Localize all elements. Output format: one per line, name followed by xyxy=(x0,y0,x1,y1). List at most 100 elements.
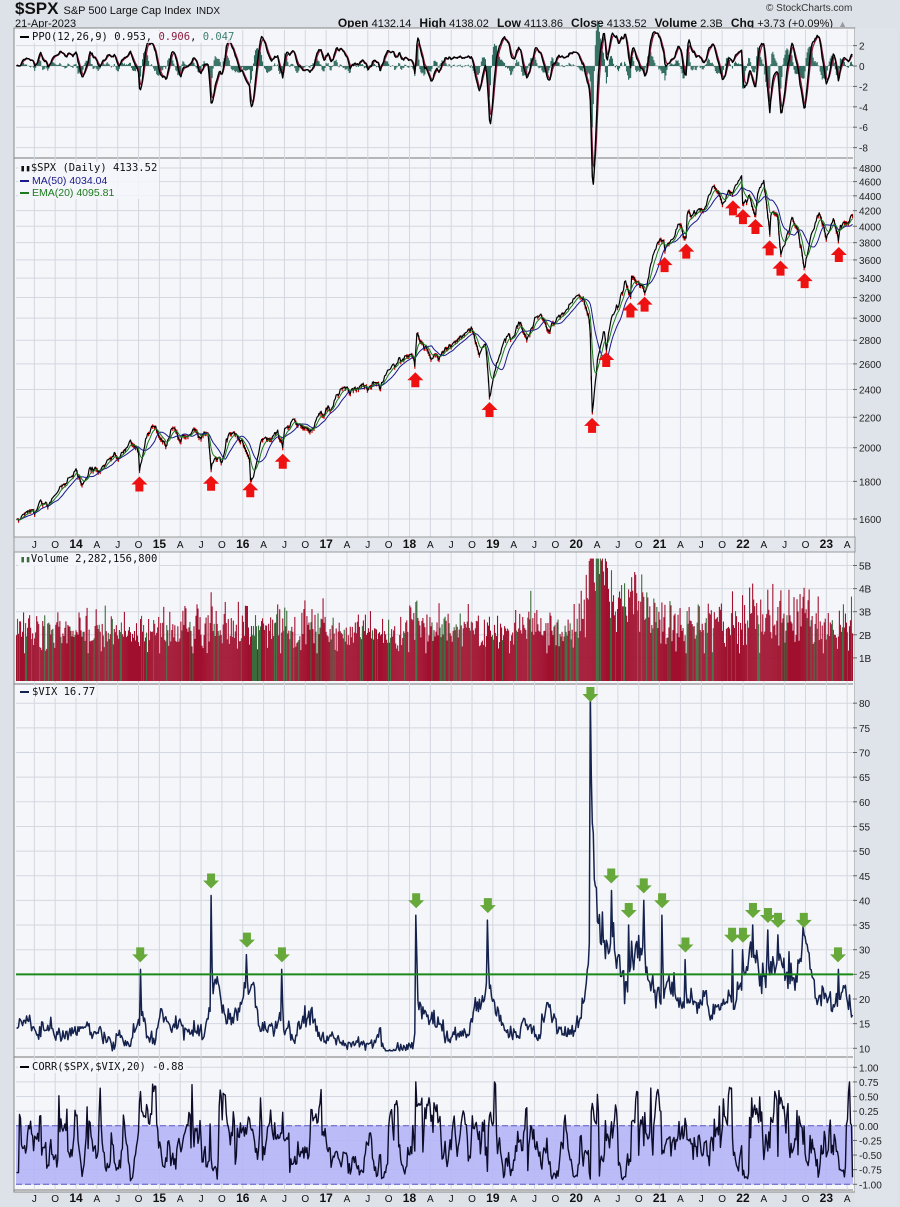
candle-icon: ▮▮ xyxy=(20,164,31,174)
collapse-arrow-icon[interactable]: ▲ xyxy=(838,19,847,29)
ohlc-summary: Open 4132.14 High 4138.02 Low 4113.86 Cl… xyxy=(338,17,852,30)
ppo-value: 0.953 xyxy=(114,31,146,43)
vix-tick-label: 20 xyxy=(859,995,871,1006)
x-axis-label-bottom: 14 xyxy=(69,1191,83,1205)
x-axis-label: J xyxy=(615,540,620,551)
vix-swatch xyxy=(20,691,29,693)
support-up-arrow xyxy=(747,218,764,234)
x-axis-label: A xyxy=(177,540,184,551)
price-legend: ▮▮$SPX (Daily) 4133.52 MA(50) 4034.04 EM… xyxy=(18,162,160,199)
price-tick-label: 3000 xyxy=(859,314,882,325)
x-axis-label: J xyxy=(782,540,787,551)
corr-tick-label: 0.00 xyxy=(859,1122,879,1133)
x-axis-label-bottom: J xyxy=(699,1194,704,1205)
x-axis-label-bottom: O xyxy=(718,1194,726,1205)
plot-area xyxy=(13,27,856,1193)
corr-line xyxy=(16,1081,854,1182)
price-tick-label: 3200 xyxy=(859,294,882,305)
x-axis-label: A xyxy=(94,540,101,551)
x-axis-label-bottom: 16 xyxy=(236,1191,250,1205)
corr-tick-label: 0.50 xyxy=(859,1093,879,1104)
x-axis-label: J xyxy=(32,540,37,551)
x-axis-label-bottom: 22 xyxy=(736,1191,750,1205)
ma-label: MA(50) 4034.04 xyxy=(32,175,108,187)
x-axis-label-bottom: A xyxy=(760,1194,767,1205)
vix-spike-down-arrow xyxy=(635,878,652,894)
x-axis-label-bottom: O xyxy=(468,1194,476,1205)
x-axis-label-bottom: A xyxy=(677,1194,684,1205)
support-up-arrow xyxy=(274,453,291,469)
support-up-arrow xyxy=(584,417,601,433)
price-tick-label: 1800 xyxy=(859,477,882,488)
price-tick-label: 3400 xyxy=(859,274,882,285)
x-axis-label: J xyxy=(699,540,704,551)
x-axis-label-bottom: 23 xyxy=(820,1191,834,1205)
x-axis-label-bottom: O xyxy=(135,1194,143,1205)
x-axis-label: 14 xyxy=(69,537,83,551)
x-axis-label: J xyxy=(532,540,537,551)
price-tick-label: 2000 xyxy=(859,444,882,455)
x-axis-label: 19 xyxy=(486,537,500,551)
security-name: S&P 500 Large Cap Index xyxy=(63,5,192,17)
vix-tick-label: 15 xyxy=(859,1020,871,1031)
x-axis-label: 20 xyxy=(570,537,584,551)
vix-spike-down-arrow xyxy=(132,947,149,963)
ema-label: EMA(20) 4095.81 xyxy=(32,187,115,199)
x-axis-label-bottom: 19 xyxy=(486,1191,500,1205)
header-title-row: $SPX S&P 500 Large Cap Index INDX xyxy=(15,0,220,17)
vix-tick-label: 75 xyxy=(859,724,871,735)
x-axis-label: 21 xyxy=(653,537,667,551)
x-axis-label-bottom: O xyxy=(218,1194,226,1205)
chg-value: +3.73 (+0.09%) xyxy=(757,18,834,30)
vol-tick-label: 1B xyxy=(859,654,872,665)
right-axis-area xyxy=(855,28,897,1206)
corr-tick-label: -0.25 xyxy=(859,1136,882,1147)
ppo-legend: PPO(12,26,9) 0.953, 0.906, 0.047 xyxy=(18,31,237,43)
vix-spike-down-arrow xyxy=(724,927,741,943)
support-up-arrow xyxy=(656,257,673,273)
ppo-name: PPO(12,26,9) xyxy=(32,31,108,43)
vix-tick-label: 35 xyxy=(859,921,871,932)
price-tick-label: 3600 xyxy=(859,256,882,267)
x-axis-label-bottom: O xyxy=(802,1194,810,1205)
x-axis-label-bottom: A xyxy=(844,1194,851,1205)
vix-spike-down-arrow xyxy=(795,912,812,928)
vix-spike-down-arrow xyxy=(582,687,599,702)
corr-swatch xyxy=(20,1066,29,1068)
vix-spike-down-arrow xyxy=(238,932,255,948)
x-axis-label-bottom: A xyxy=(94,1194,101,1205)
vix-tick-label: 50 xyxy=(859,847,871,858)
support-up-arrow xyxy=(636,296,653,312)
x-axis-label: O xyxy=(135,540,143,551)
volume-label: Volume xyxy=(654,16,698,30)
low-value: 4113.86 xyxy=(524,18,563,30)
x-axis-label: O xyxy=(301,540,309,551)
vix-spike-down-arrow xyxy=(408,893,425,909)
bar-chart-icon: ▮▮ xyxy=(20,555,31,565)
x-axis-label-bottom: O xyxy=(635,1194,643,1205)
vix-tick-label: 70 xyxy=(859,749,871,760)
vix-spike-down-arrow xyxy=(769,912,786,928)
x-axis-label: 16 xyxy=(236,537,250,551)
corr-name: CORR($SPX,$VIX,20) -0.88 xyxy=(32,1061,184,1073)
x-axis-label-bottom: 20 xyxy=(570,1191,584,1205)
corr-tick-label: -1.00 xyxy=(859,1180,882,1191)
chart-date: 21-Apr-2023 xyxy=(15,18,77,30)
vix-spike-down-arrow xyxy=(829,947,846,963)
price-name: $SPX (Daily) 4133.52 xyxy=(30,162,158,174)
x-axis-label: O xyxy=(802,540,810,551)
volume-legend: ▮▮Volume 2,282,156,800 xyxy=(18,553,160,566)
price-tick-label: 2800 xyxy=(859,336,882,347)
volume-value: 2.3B xyxy=(700,18,723,30)
support-up-arrow xyxy=(481,402,498,418)
vix-tick-label: 40 xyxy=(859,896,871,907)
chg-label: Chg xyxy=(730,16,755,30)
price-tick-label: 4200 xyxy=(859,207,882,218)
ma50-line xyxy=(16,186,853,521)
x-axis-label: J xyxy=(449,540,454,551)
price-tick-label: 2600 xyxy=(859,360,882,371)
vix-spike-down-arrow xyxy=(654,893,671,909)
x-axis-label-bottom: A xyxy=(344,1194,351,1205)
price-tick-label: 4400 xyxy=(859,192,882,203)
support-up-arrow xyxy=(796,273,813,289)
